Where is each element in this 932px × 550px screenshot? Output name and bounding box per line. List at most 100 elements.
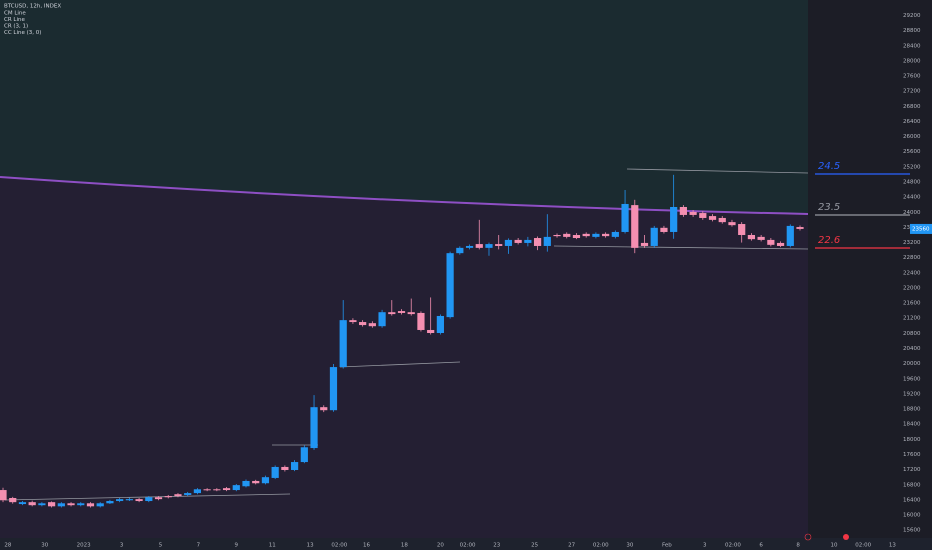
candle-body [213,489,221,491]
y-tick-label: 27600 [903,74,921,80]
candle-body [660,227,668,232]
candle-body [300,447,308,463]
x-tick-label: 2023 [77,543,91,549]
candle-body [222,488,231,491]
candle-body [631,205,639,248]
candle-body [96,503,104,507]
candle-body [329,367,338,411]
y-tick-label: 28800 [903,28,921,34]
candle-body [9,497,17,503]
candle-body [125,499,133,501]
x-tick-label: 5 [159,543,163,549]
candle-body [728,222,736,226]
y-tick-label: 26000 [903,134,921,140]
candle-body [290,462,299,470]
candle-body [611,231,619,237]
candle-body [679,206,687,215]
symbol: BTCUSD, 12h, INDEX [4,4,61,10]
candle-body [271,466,279,478]
candle-body [388,312,396,315]
candle-body [397,311,406,313]
marker [804,533,812,541]
candle-body [436,315,444,334]
trend-line [4,493,291,501]
candle-body [504,239,513,246]
candle-body [18,502,27,505]
legend-entry: CC Line (3, 0) [4,30,41,36]
y-tick-label: 26800 [903,104,921,110]
candle-body [106,501,114,504]
x-tick-label: 16 [363,543,370,549]
y-tick-label: 17600 [903,452,921,458]
candle-body [495,244,503,246]
candle-body [67,503,75,506]
candle-body [699,213,707,218]
y-tick-label: 20800 [903,331,921,337]
x-tick-label: 28 [4,543,11,549]
axes: 15600 16000 16400 16800 17200 17600 18000 18400… [4,13,932,549]
candle-body [38,503,46,506]
candle-body [533,238,542,246]
candle-body [747,234,756,240]
y-tick-label: 23200 [903,240,921,246]
time-axis-panel [0,538,932,550]
candle-body [446,253,454,318]
candle-body [154,497,163,500]
x-tick-label: 3 [703,543,707,549]
candle-body [776,242,785,246]
trend-lines [4,168,809,501]
candle-body [281,466,289,470]
y-tick-label: 27200 [903,89,921,95]
candle-body [563,233,571,237]
y-tick-label: 22800 [903,255,921,261]
candle-body [261,477,270,484]
last-price-label: 23560 [912,226,930,232]
x-tick-label: 02:00 [725,543,741,549]
candle-body [28,502,36,506]
y-tick-label: 29200 [903,13,921,19]
candle-body [640,242,649,246]
y-tick-label: 25600 [903,149,921,155]
candle-body [320,407,328,411]
x-tick-label: 18 [401,543,408,549]
candle-body [368,323,376,327]
x-tick-label: 11 [269,543,276,549]
legend-entry: CR Line [4,17,25,23]
y-tick-label: 24400 [903,195,921,201]
candle-body [650,227,658,246]
candle-body [359,322,367,326]
candle-body [184,493,192,495]
x-tick-label: 6 [759,543,763,549]
x-tick-label: 9 [235,543,239,549]
x-tick-label: 23 [493,543,500,549]
y-tick-label: 20000 [903,361,921,367]
moving-average [0,176,809,215]
y-tick-label: 21600 [903,301,921,307]
candle-body [543,236,551,246]
y-tick-label: 19200 [903,391,921,397]
y-tick-label: 19600 [903,376,921,382]
candles [0,174,804,508]
candle-body [796,227,804,229]
candle-body [572,234,581,239]
candle-body [582,233,590,237]
x-tick-label: 27 [568,543,575,549]
candle-body [417,312,425,330]
candle-body [203,489,211,491]
x-tick-label: 8 [796,543,800,549]
candle-body [252,480,260,484]
level-label: 24.5 [818,161,840,172]
candle-body [0,490,7,501]
level-label: 23.5 [818,202,840,213]
candle-body [456,247,464,254]
x-tick-label: 13 [889,543,896,549]
x-tick-label: 20 [437,543,444,549]
x-tick-label: 3 [120,543,124,549]
candle-body [592,233,600,237]
levels: 24.5 23.5 22.6 [815,161,910,249]
candle-body [767,239,775,245]
candle-body [553,234,561,237]
x-tick-label: 7 [197,543,201,549]
trend-line [626,168,809,174]
